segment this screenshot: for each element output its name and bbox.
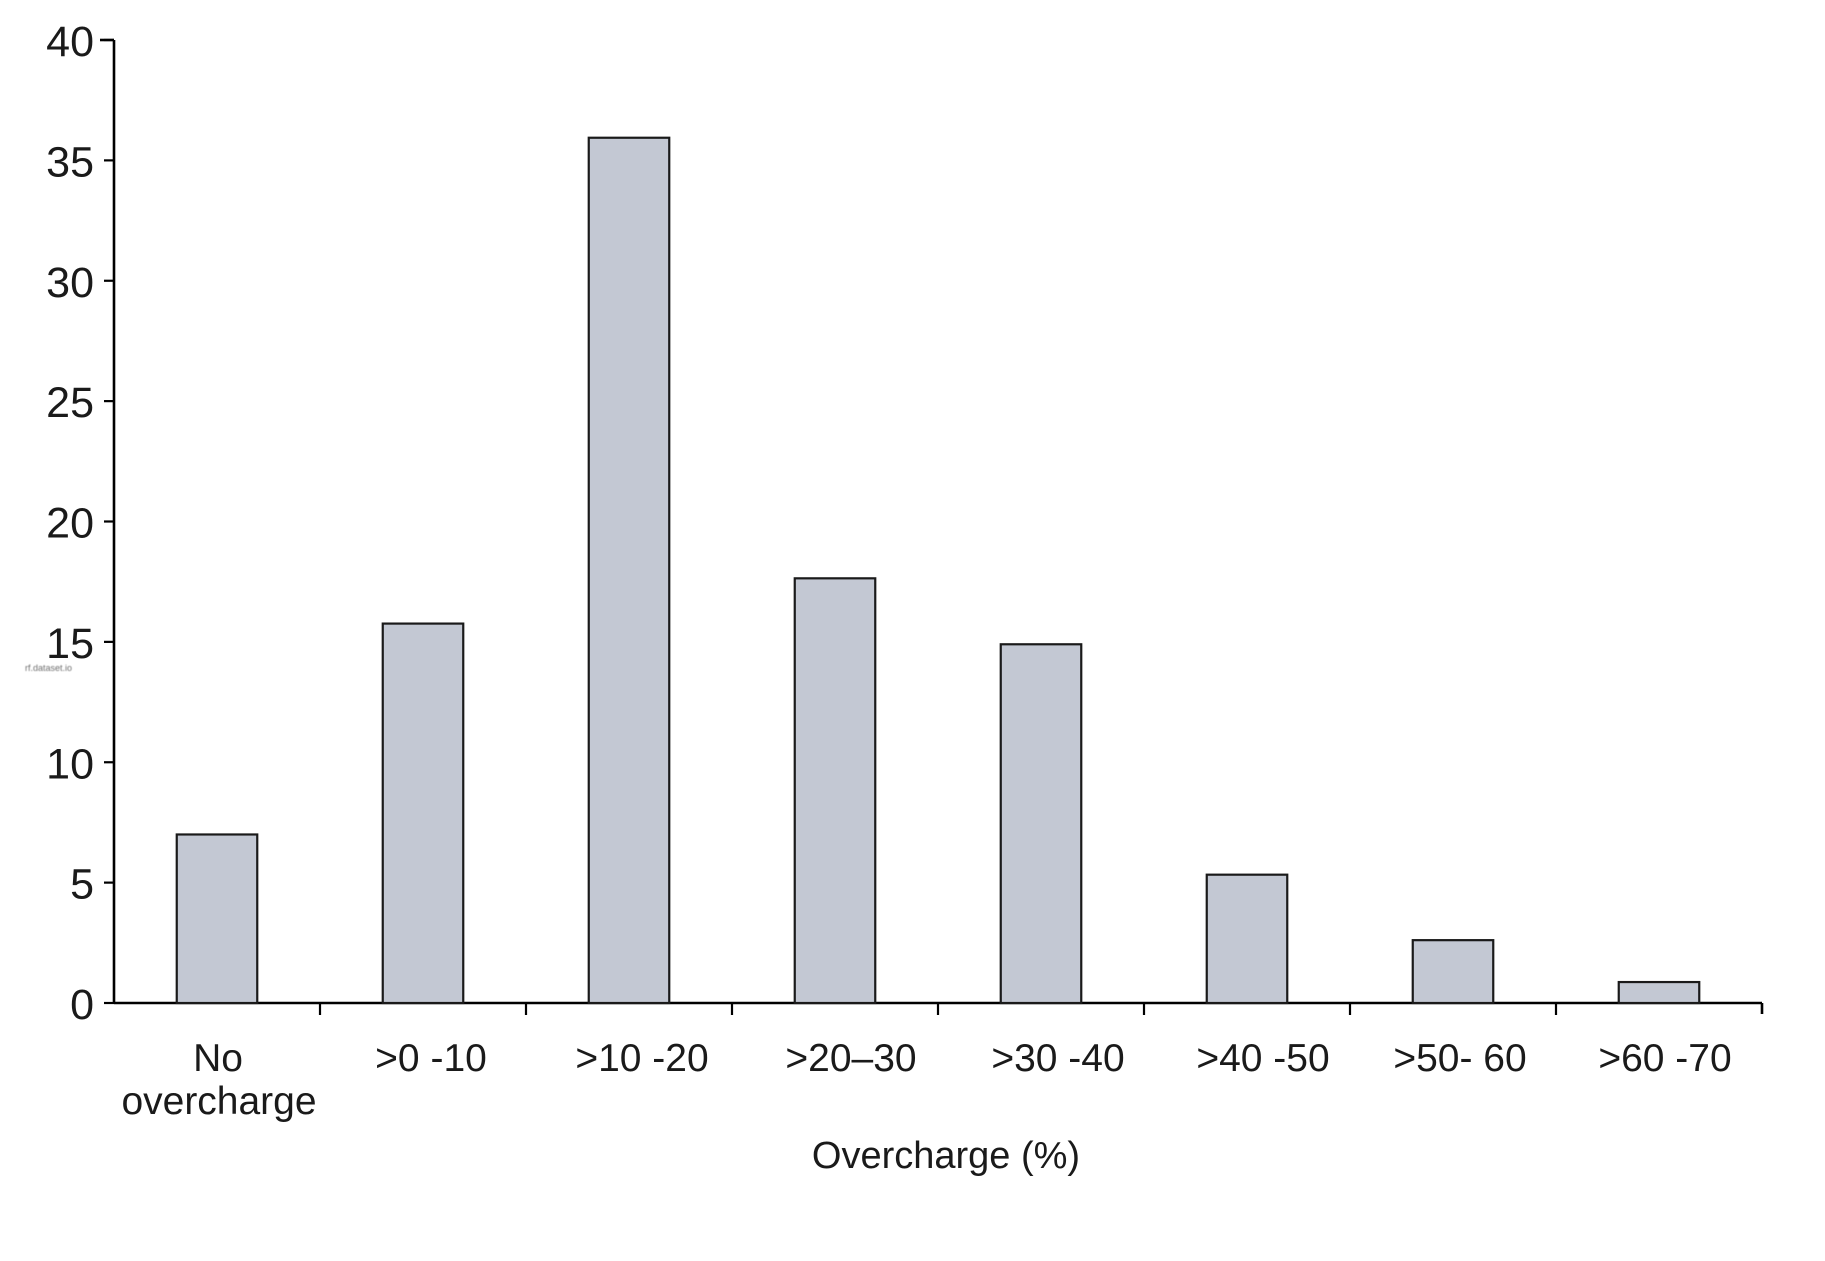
svg-text:>60 -70: >60 -70 [1598,1037,1731,1080]
svg-text:overcharge: overcharge [121,1080,316,1123]
svg-text:>0 -10: >0 -10 [375,1037,487,1080]
svg-text:>50- 60: >50- 60 [1393,1037,1526,1080]
svg-text:No: No [193,1037,243,1080]
svg-text:30: 30 [46,259,94,307]
svg-text:>30 -40: >30 -40 [991,1037,1124,1080]
svg-text:5: 5 [70,861,94,909]
svg-text:>20–30: >20–30 [785,1037,916,1080]
svg-text:20: 20 [46,500,94,548]
svg-text:0: 0 [70,981,94,1029]
svg-text:rf.dataset.io: rf.dataset.io [25,663,72,673]
svg-text:>10 -20: >10 -20 [575,1037,708,1080]
svg-text:40: 40 [46,18,94,66]
svg-text:25: 25 [46,379,94,427]
svg-text:35: 35 [46,138,94,186]
svg-text:10: 10 [46,740,94,788]
svg-text:15: 15 [46,620,94,668]
svg-text:Overcharge (%): Overcharge (%) [812,1135,1080,1177]
svg-text:>40 -50: >40 -50 [1196,1037,1329,1080]
